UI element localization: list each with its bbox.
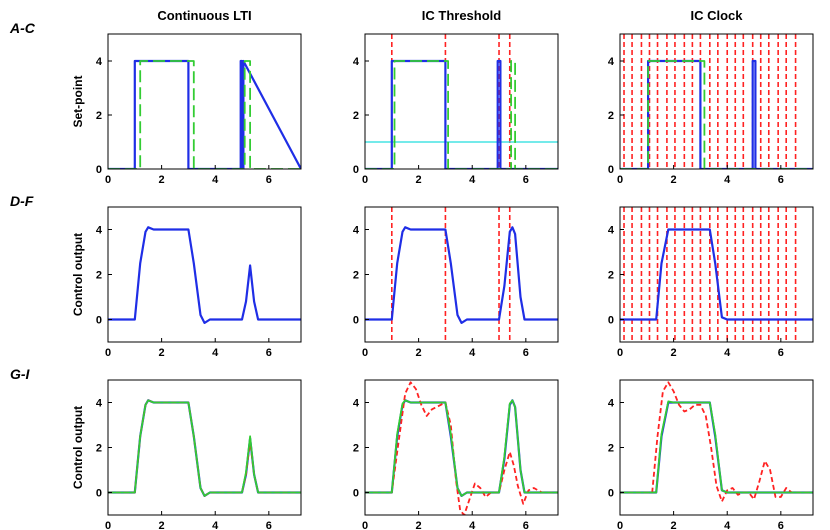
y-tick-label: 4 <box>608 225 615 237</box>
y-tick-label: 2 <box>608 443 614 455</box>
y-tick-label: 0 <box>96 488 102 500</box>
x-tick-label: 6 <box>778 174 784 186</box>
y-axis-label: Control output <box>71 233 85 316</box>
x-tick-label: 0 <box>105 520 111 530</box>
y-tick-label: 2 <box>608 110 614 122</box>
x-tick-label: 4 <box>724 520 731 530</box>
y-tick-label: 0 <box>608 164 614 176</box>
x-tick-label: 2 <box>159 174 165 186</box>
panel-c: 0 2 4 6 0 2 4 <box>608 34 813 186</box>
x-tick-label: 0 <box>362 174 368 186</box>
y-tick-label: 2 <box>353 270 359 282</box>
y-tick-label: 0 <box>96 315 102 327</box>
y-tick-label: 2 <box>353 443 359 455</box>
row-label: G-I <box>10 366 31 382</box>
x-tick-label: 6 <box>778 347 784 359</box>
x-tick-label: 2 <box>159 520 165 530</box>
y-tick-label: 4 <box>353 56 360 68</box>
y-tick-label: 4 <box>353 225 360 237</box>
y-tick-label: 4 <box>608 56 615 68</box>
x-tick-label: 4 <box>469 520 476 530</box>
y-tick-label: 0 <box>608 315 614 327</box>
column-title: IC Clock <box>690 8 743 23</box>
plot-area <box>108 400 301 496</box>
x-tick-label: 0 <box>105 347 111 359</box>
x-tick-label: 6 <box>523 520 529 530</box>
x-tick-label: 4 <box>469 174 476 186</box>
y-axis-label: Control output <box>71 406 85 489</box>
x-tick-label: 6 <box>523 347 529 359</box>
plot-area <box>620 382 813 501</box>
x-tick-label: 6 <box>523 174 529 186</box>
x-tick-label: 6 <box>266 174 272 186</box>
y-tick-label: 2 <box>96 110 102 122</box>
y-tick-label: 0 <box>96 164 102 176</box>
y-tick-label: 0 <box>353 315 359 327</box>
x-tick-label: 2 <box>671 174 677 186</box>
x-tick-label: 2 <box>159 347 165 359</box>
y-axis-label: Set-point <box>71 76 85 128</box>
panel-f: 0 2 4 6 0 2 4 <box>608 207 813 359</box>
panel-e: 0 2 4 6 0 2 4 <box>353 207 558 359</box>
x-tick-label: 0 <box>362 520 368 530</box>
y-tick-label: 2 <box>96 270 102 282</box>
y-tick-label: 0 <box>608 488 614 500</box>
series-control-output <box>108 227 301 323</box>
panel-b: 0 2 4 6 0 2 4 <box>353 34 558 186</box>
column-title: Continuous LTI <box>157 8 251 23</box>
x-tick-label: 4 <box>212 520 219 530</box>
plot-area <box>108 227 301 323</box>
x-tick-label: 6 <box>778 520 784 530</box>
plot-area <box>108 61 301 169</box>
x-tick-label: 6 <box>266 347 272 359</box>
x-tick-label: 2 <box>416 520 422 530</box>
x-tick-label: 0 <box>105 174 111 186</box>
plot-area <box>620 34 813 169</box>
panel-h: 0246024time (s) <box>353 380 558 530</box>
x-tick-label: 0 <box>617 520 623 530</box>
y-tick-label: 4 <box>96 398 103 410</box>
y-tick-label: 0 <box>353 488 359 500</box>
y-tick-label: 4 <box>608 398 615 410</box>
plot-area <box>365 207 558 342</box>
panel-g: 0246024time (s) <box>96 380 301 530</box>
x-tick-label: 4 <box>469 347 476 359</box>
y-tick-label: 2 <box>353 110 359 122</box>
x-tick-label: 0 <box>617 347 623 359</box>
series-model <box>620 401 813 492</box>
x-tick-label: 2 <box>416 347 422 359</box>
row-label: A-C <box>9 20 36 36</box>
series-output <box>108 400 301 496</box>
x-tick-label: 4 <box>212 174 219 186</box>
axes-frame <box>108 34 301 169</box>
series-set-point <box>108 61 301 169</box>
y-tick-label: 0 <box>353 164 359 176</box>
x-tick-label: 2 <box>671 520 677 530</box>
x-tick-label: 2 <box>671 347 677 359</box>
plot-area <box>620 207 813 342</box>
y-tick-label: 2 <box>96 443 102 455</box>
x-tick-label: 0 <box>617 174 623 186</box>
figure-canvas: Continuous LTI IC Threshold IC Clock A-C Set… <box>0 0 830 530</box>
series-output <box>365 400 558 496</box>
plot-area <box>365 382 558 515</box>
panel-a: 0 2 4 6 0 2 4 <box>96 34 301 186</box>
y-tick-label: 4 <box>96 56 103 68</box>
x-tick-label: 4 <box>724 347 731 359</box>
series-sampled-set-point <box>365 61 558 169</box>
panel-d: 0 2 4 6 0 2 4 <box>96 207 301 359</box>
x-tick-label: 6 <box>266 520 272 530</box>
x-tick-label: 4 <box>724 174 731 186</box>
x-tick-label: 2 <box>416 174 422 186</box>
panel-i: 0246024time (s) <box>608 380 813 530</box>
y-tick-label: 4 <box>96 225 103 237</box>
series-control-output <box>365 227 558 323</box>
column-title: IC Threshold <box>422 8 502 23</box>
x-tick-label: 0 <box>362 347 368 359</box>
row-label: D-F <box>10 193 34 209</box>
y-tick-label: 2 <box>608 270 614 282</box>
plot-area <box>365 34 558 169</box>
y-tick-label: 4 <box>353 398 360 410</box>
x-tick-label: 4 <box>212 347 219 359</box>
